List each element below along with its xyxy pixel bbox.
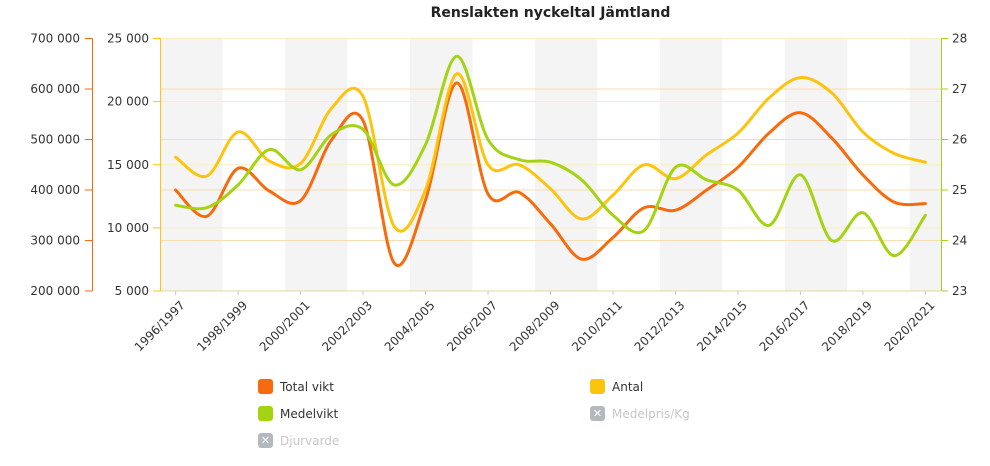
- y-axis-avg-tick-label: 25: [952, 183, 967, 197]
- legend-item-medelvikt[interactable]: Medelvikt: [258, 406, 338, 421]
- legend-swatch-antal: [590, 379, 605, 394]
- x-axis-label: 2014/2015: [694, 298, 750, 354]
- x-axis-label: 2012/2013: [632, 298, 688, 354]
- y-axis-weight-tick-label: 500 000: [30, 133, 80, 147]
- legend-label-medelvikt: Medelvikt: [280, 406, 339, 421]
- legend-label-djurvarde: Djurvarde: [280, 433, 340, 448]
- legend-item-total-vikt[interactable]: Total vikt: [258, 379, 334, 394]
- chart-plot-area: 700 000 600 000 500 000 400 000 300 000 200 0…: [30, 32, 967, 355]
- y-axis-avg-tick-label: 24: [952, 234, 967, 248]
- x-axis-label: 2008/2009: [507, 298, 563, 354]
- legend-swatch-medelvikt: [258, 406, 273, 421]
- series-line-antal[interactable]: [174, 72, 927, 233]
- x-axis-label: 2006/2007: [444, 298, 500, 354]
- y-axis-count-tick-label: 15 000: [107, 158, 149, 172]
- x-axis-label: 2004/2005: [382, 298, 438, 354]
- legend-label-antal: Antal: [612, 379, 644, 394]
- y-axis-avg-tick-label: 28: [952, 32, 967, 46]
- y-axis-weight-tick-label: 700 000: [30, 32, 80, 46]
- x-axis-label: 2000/2001: [257, 298, 313, 354]
- y-axis-weight-tick-label: 200 000: [30, 284, 80, 298]
- series-line-medelvikt[interactable]: [174, 54, 927, 258]
- y-axis-weight-tick-label: 300 000: [30, 234, 80, 248]
- legend-swatch-total-vikt: [258, 379, 273, 394]
- legend-item-medelpris[interactable]: ✕ Medelpris/Kg: [590, 406, 690, 421]
- y-axis-weight-tick-label: 400 000: [30, 183, 80, 197]
- x-axis-label: 2002/2003: [319, 298, 375, 354]
- x-axis-label: 2010/2011: [569, 298, 625, 354]
- y-axis-count-tick-label: 10 000: [107, 221, 149, 235]
- y-axis-count-tick-label: 5 000: [115, 284, 149, 298]
- x-axis-label: 2016/2017: [757, 298, 813, 354]
- legend-swatch-medelpris-x-icon: ✕: [590, 406, 605, 421]
- legend-item-djurvarde[interactable]: ✕ Djurvarde: [258, 433, 339, 448]
- legend-label-total-vikt: Total vikt: [280, 379, 334, 394]
- legend-item-antal[interactable]: Antal: [590, 379, 643, 394]
- legend-label-medelpris: Medelpris/Kg: [612, 406, 690, 421]
- y-axis-count-tick-label: 20 000: [107, 95, 149, 109]
- series-line-total-vikt[interactable]: [174, 81, 927, 267]
- x-axis-label: 2020/2021: [882, 298, 938, 354]
- chart-title: Renslakten nyckeltal Jämtland: [430, 5, 671, 21]
- x-axis-label: 2018/2019: [819, 298, 875, 354]
- y-axis-count-tick-label: 25 000: [107, 32, 149, 46]
- y-axis-avg-tick-label: 23: [952, 284, 967, 298]
- y-axis-weight-tick-label: 600 000: [30, 82, 80, 96]
- x-axis-label: 1996/1997: [132, 298, 188, 354]
- x-axis-label: 1998/1999: [194, 298, 250, 354]
- y-axis-avg-tick-label: 27: [952, 82, 967, 96]
- legend-swatch-djurvarde-x-icon: ✕: [258, 433, 273, 448]
- y-axis-avg-tick-label: 26: [952, 133, 967, 147]
